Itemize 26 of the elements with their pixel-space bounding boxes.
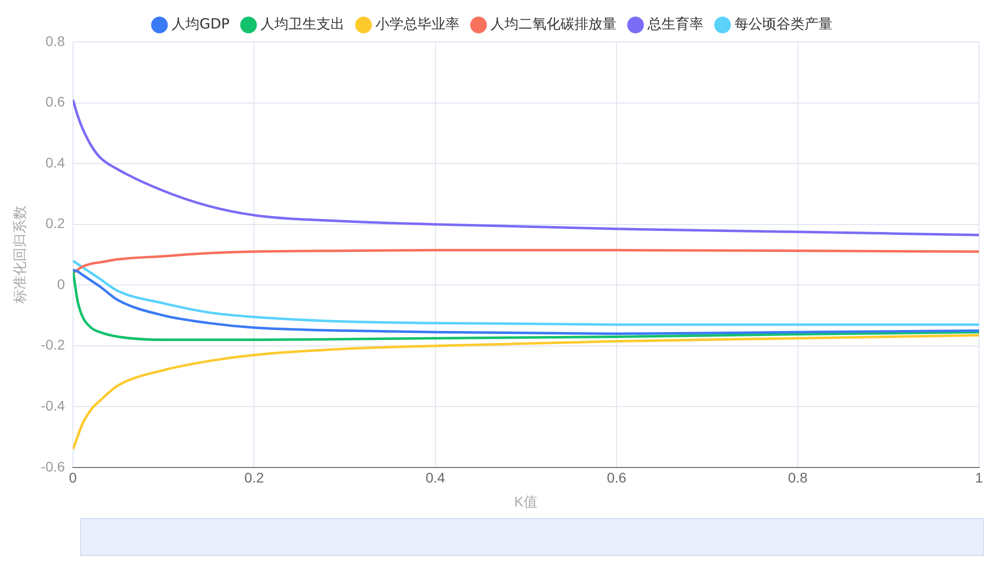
line-series	[72, 248, 979, 274]
legend-label: 人均GDP	[171, 16, 230, 33]
y-tick-label: 0	[57, 276, 66, 292]
y-tick-label: 0.4	[45, 154, 66, 170]
legend-label: 人均卫生支出	[260, 16, 345, 33]
line-series	[72, 260, 979, 326]
line-series	[72, 334, 979, 450]
x-tick-label: 1	[975, 470, 984, 486]
x-tick-label: 0	[69, 470, 78, 486]
y-axis-title: 标准化回归系数	[11, 206, 28, 305]
x-tick-label: 0.2	[244, 470, 264, 486]
y-tick-label: 0.8	[45, 32, 66, 49]
x-tick-label: 0.4	[426, 470, 446, 486]
x-axis-title: K值	[514, 493, 538, 510]
y-tick-label: 0.2	[45, 215, 66, 232]
y-tick-label: 0.6	[45, 94, 66, 110]
legend-label: 人均二氧化碳排放量	[490, 16, 617, 33]
x-tick-label: 0.8	[788, 470, 808, 486]
x-tick-label: 0.6	[606, 470, 627, 486]
legend-label: 总生育率	[646, 16, 704, 33]
legend-label: 小学总毕业率	[376, 16, 460, 33]
y-tick-label: -0.2	[40, 336, 66, 353]
legend-label: 每公顷谷类产量	[734, 16, 833, 33]
y-tick-label: -0.6	[40, 458, 66, 474]
line-series	[72, 98, 979, 236]
y-tick-label: -0.4	[40, 397, 66, 414]
